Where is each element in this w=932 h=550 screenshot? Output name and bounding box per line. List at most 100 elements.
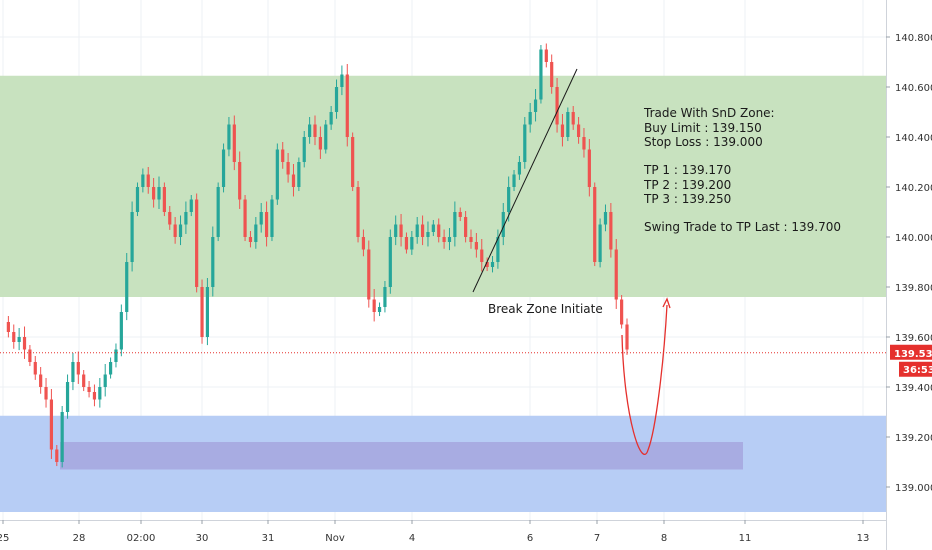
time-tick-label: 4: [409, 533, 415, 544]
candle-body: [318, 137, 322, 150]
candle: [598, 218, 602, 268]
candle: [361, 229, 366, 257]
candle-body: [469, 237, 473, 242]
candle-body: [442, 237, 446, 242]
candle-body: [195, 199, 199, 287]
candle: [490, 256, 495, 273]
tp3-note: TP 3 : 139.250: [643, 192, 731, 206]
candle: [82, 370, 86, 392]
candle-body: [141, 174, 145, 187]
current-price-tag-bg: [890, 344, 932, 360]
candle-body: [544, 49, 548, 62]
candle-body: [351, 137, 355, 187]
candle-body: [200, 287, 204, 337]
candle: [469, 229, 473, 249]
candle: [377, 302, 382, 317]
break-zone-label: Break Zone Initiate: [488, 302, 603, 316]
candle-body: [383, 287, 387, 307]
candle: [587, 139, 591, 197]
candle: [130, 201, 134, 272]
candle: [205, 278, 210, 346]
candle-body: [264, 212, 269, 237]
candle: [200, 279, 204, 344]
candle-body: [76, 362, 80, 375]
candle-body: [576, 124, 581, 137]
candle: [571, 106, 575, 130]
candle-body: [458, 212, 462, 217]
candle-body: [114, 349, 118, 362]
candle-body: [614, 249, 618, 300]
price-tick-label: 139.000: [895, 483, 932, 494]
candle: [394, 215, 398, 246]
projection-curve[interactable]: [621, 304, 668, 456]
candle-body: [377, 307, 382, 312]
candle-body: [399, 224, 403, 237]
candle: [308, 117, 312, 144]
candle: [620, 295, 624, 329]
candle: [334, 79, 339, 119]
price-axis[interactable]: 140.800 140.600 140.400 140.200 140.000 139.8…: [886, 0, 932, 550]
stop-loss-note: Stop Loss : 139.000: [644, 135, 763, 149]
candle-body: [297, 162, 301, 187]
time-tick-label: 31: [262, 533, 275, 544]
candle-body: [152, 187, 156, 200]
candle: [297, 157, 301, 192]
candle-body: [437, 224, 441, 237]
candle-body: [550, 62, 554, 87]
candle-body: [221, 149, 226, 187]
candle: [345, 64, 349, 147]
candle-body: [103, 374, 107, 387]
candle: [17, 328, 21, 351]
time-tick-label: 25: [0, 533, 9, 544]
candle: [195, 193, 199, 293]
candle: [146, 167, 150, 194]
current-price-value: 139.537: [894, 349, 932, 360]
time-axis[interactable]: 25 28 02:00 30 31 Nov 4 6 7 8 11 13: [0, 520, 886, 550]
candle-body: [361, 237, 366, 250]
candle-body: [254, 224, 258, 242]
candle-body: [168, 212, 172, 225]
candle-body: [593, 187, 597, 262]
candle: [442, 229, 446, 249]
trend-line[interactable]: [472, 68, 578, 293]
candle: [98, 378, 102, 408]
candle-body: [324, 124, 328, 150]
candle: [517, 156, 522, 180]
candle: [356, 181, 360, 243]
candle-body: [108, 362, 113, 375]
candle: [464, 211, 468, 243]
candle: [189, 195, 193, 217]
candle-body: [98, 387, 102, 400]
candle: [281, 142, 285, 169]
candle-body: [528, 112, 532, 125]
candle-body: [184, 212, 188, 225]
candle-body: [302, 137, 306, 162]
price-tick-label: 140.600: [895, 83, 932, 94]
candle: [71, 353, 75, 391]
candle: [270, 195, 274, 242]
candle-body: [603, 212, 608, 225]
candle-body: [555, 87, 559, 125]
candle-body: [507, 187, 511, 212]
candle: [593, 182, 597, 267]
candle-body: [157, 187, 161, 200]
candle-body: [356, 187, 360, 237]
candle: [275, 143, 279, 205]
candle-body: [313, 124, 317, 137]
candle-body: [404, 237, 409, 250]
candle-body: [205, 287, 210, 337]
candle-body: [394, 224, 398, 237]
candle-body: [211, 237, 215, 287]
candle-body: [227, 124, 231, 150]
candle: [566, 107, 570, 142]
candle-body: [33, 362, 37, 375]
candle: [184, 201, 188, 234]
candle: [178, 215, 183, 246]
candle-body: [560, 124, 565, 137]
candle: [603, 204, 608, 232]
candle: [507, 176, 511, 222]
price-tick-label: 140.800: [895, 33, 932, 44]
time-tick-label: 7: [594, 533, 600, 544]
candle: [539, 45, 543, 104]
